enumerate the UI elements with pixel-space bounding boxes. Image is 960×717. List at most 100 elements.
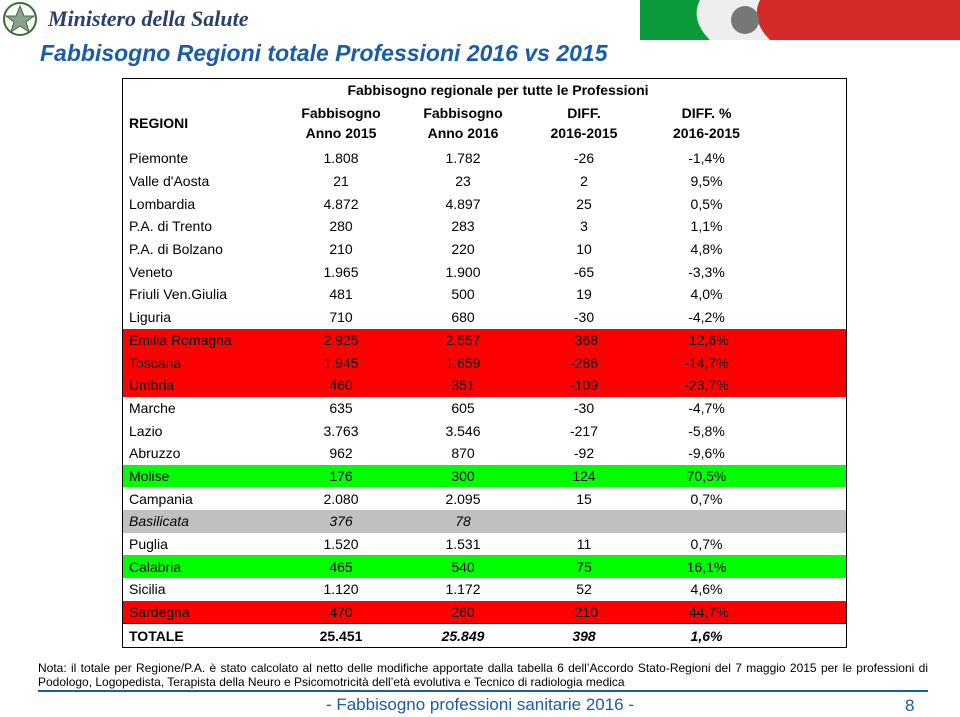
column-header-line: Fabbisogno	[301, 105, 381, 121]
total-row: TOTALE 25.451 25.849 398 1,6%	[123, 623, 846, 647]
footer: - Fabbisogno professioni sanitarie 2016 …	[325, 695, 635, 714]
table-cell: 1,1%	[690, 218, 723, 235]
table-cell: 15	[576, 490, 592, 507]
table-cell: 1.900	[445, 263, 481, 280]
table-cell: 0,5%	[690, 195, 723, 212]
column-header-line: 2016-2015	[550, 125, 618, 141]
flag-red	[756, 0, 960, 40]
footer-line	[38, 690, 928, 692]
table-cell: 23	[455, 173, 471, 190]
table-row: Friuli Ven.Giulia 481 500 19 4,0%	[123, 283, 846, 306]
table-cell: 21	[333, 173, 349, 190]
table-cell: 25	[576, 195, 592, 212]
table-cell: -368	[569, 331, 599, 348]
table-cell: -65	[573, 263, 595, 280]
table-cell: 605	[451, 399, 475, 416]
table-cell: 1.782	[445, 150, 481, 167]
table-cell: 481	[329, 286, 353, 303]
table-cell: 52	[576, 581, 592, 598]
table-cell: 2	[580, 173, 588, 190]
table-cell: -9,6%	[688, 445, 725, 462]
table-cell: 3.763	[323, 422, 359, 439]
column-header-line: Anno 2015	[305, 125, 377, 141]
table-row: Abruzzo 962 870 -92 -9,6%	[123, 442, 846, 465]
table-cell: 470	[329, 604, 353, 621]
table-cell: 0,7%	[690, 490, 723, 507]
table-cell: 635	[329, 399, 353, 416]
table-cell: Sardegna	[129, 604, 190, 621]
table-cell: -109	[569, 377, 599, 394]
table-cell: 4.872	[323, 195, 359, 212]
table-cell: 210	[329, 241, 353, 258]
table-cell: 465	[329, 558, 353, 575]
table-cell: Lazio	[129, 422, 163, 439]
table-cell: 4.897	[445, 195, 481, 212]
table-row: Sardegna 470 260 -210 -44,7%	[123, 600, 846, 624]
table-cell: -30	[573, 399, 595, 416]
table-cell: -210	[569, 604, 599, 621]
table-cell: -44,7%	[684, 604, 729, 621]
table-cell: 1.120	[323, 581, 359, 598]
table-cell: 540	[451, 558, 475, 575]
table-cell: 280	[329, 218, 353, 235]
table-cell: 460	[329, 377, 353, 394]
table-cell: 0,7%	[690, 536, 723, 553]
table-cell: 1.531	[445, 536, 481, 553]
table-cell: 16,1%	[686, 558, 727, 575]
table-cell: -4,2%	[688, 309, 725, 326]
table-cell: 962	[329, 445, 353, 462]
table-cell: 1.945	[323, 354, 359, 371]
table-cell: -30	[573, 309, 595, 326]
table-row: Lazio 3.763 3.546 -217 -5,8%	[123, 419, 846, 442]
table-row: Toscana 1.945 1.659 -286 -14,7%	[123, 351, 846, 374]
table-cell: Valle d'Aosta	[129, 173, 210, 190]
table-cell: 1.965	[323, 263, 359, 280]
total-cell: 1,6%	[690, 627, 723, 644]
column-header-line: Fabbisogno	[423, 105, 503, 121]
table-cell: 2.080	[323, 490, 359, 507]
flag-green	[640, 0, 710, 40]
table-cell: 300	[451, 467, 475, 484]
table-row: Piemonte 1.808 1.782 -26 -1,4%	[123, 147, 846, 170]
table-row: Molise 176 300 124 70,5%	[123, 464, 846, 488]
table-cell: 9,5%	[690, 173, 723, 190]
table-cell: P.A. di Trento	[129, 218, 213, 235]
header-columns: Fabbisogno Anno 2015 Fabbisogno Anno 2016 DI…	[123, 101, 846, 145]
table-cell: 376	[329, 513, 353, 530]
table-cell: 2.095	[445, 490, 481, 507]
table-cell: Molise	[129, 467, 170, 484]
table-cell: 10	[576, 241, 592, 258]
table-cell: Campania	[129, 490, 193, 507]
table-cell: -286	[569, 354, 599, 371]
table-row: Sicilia 1.120 1.172 52 4,6%	[123, 578, 846, 601]
column-header-line: DIFF. %	[681, 105, 732, 121]
total-cell: 398	[572, 627, 596, 644]
page-number: 8	[905, 696, 915, 715]
table-cell: 500	[451, 286, 475, 303]
table-row: Liguria 710 680 -30 -4,2%	[123, 306, 846, 329]
table-cell: 220	[451, 241, 475, 258]
table-cell: 3	[580, 218, 588, 235]
table-cell: -5,8%	[688, 422, 725, 439]
table-cell: -4,7%	[688, 399, 725, 416]
table-cell: 260	[451, 604, 475, 621]
table-cell: -14,7%	[684, 354, 729, 371]
table-cell: P.A. di Bolzano	[129, 241, 223, 258]
table: Fabbisogno regionale per tutte le Profes…	[122, 78, 847, 649]
column-header: DIFF. % 2016-2015	[633, 103, 846, 143]
table-cell: Marche	[129, 399, 176, 416]
table-cell: 124	[572, 467, 596, 484]
table-cell: 3.546	[445, 422, 481, 439]
header-graphics: Ministero della Salute	[3, 0, 960, 40]
table-cell: Emilia Romagna	[129, 331, 232, 348]
table-cell: 351	[451, 377, 475, 394]
table-cell: 2.557	[445, 331, 481, 348]
table-cell: -3,3%	[688, 263, 725, 280]
table-cell: 176	[329, 467, 353, 484]
total-cell: TOTALE	[129, 627, 184, 644]
table-cell: Toscana	[129, 354, 182, 371]
table-cell: 4,6%	[690, 581, 723, 598]
column-header-line: 2016-2015	[673, 125, 740, 141]
column-header: Fabbisogno Anno 2016	[391, 103, 535, 143]
